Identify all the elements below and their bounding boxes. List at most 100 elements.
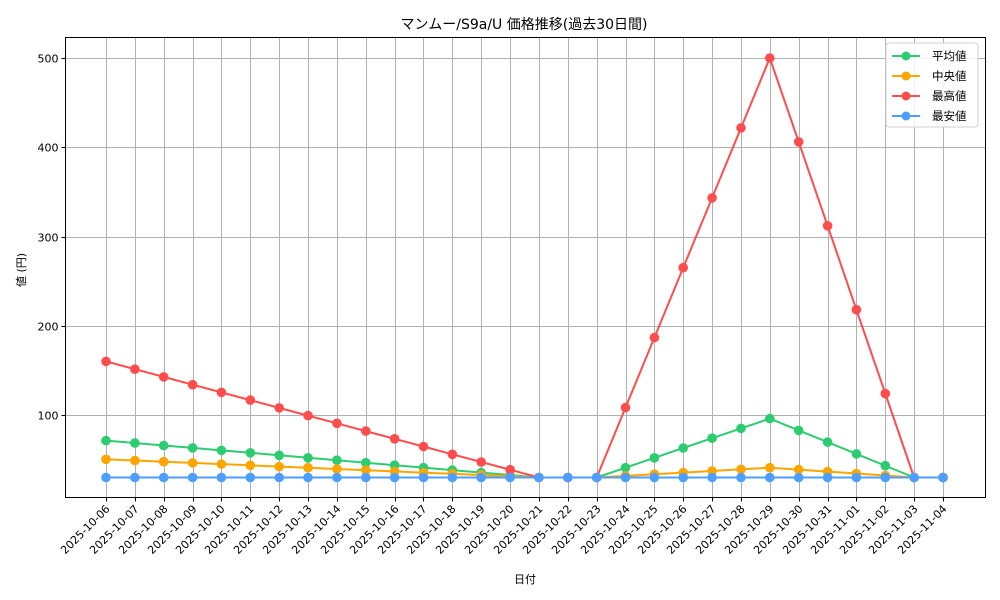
data-point-marker — [130, 364, 140, 375]
data-point-marker — [158, 372, 169, 382]
data-point-marker — [793, 425, 804, 436]
data-point-marker — [274, 461, 285, 472]
data-point-marker — [303, 462, 313, 473]
data-point-marker — [649, 472, 660, 483]
data-point-marker — [649, 453, 660, 463]
data-point-marker — [736, 423, 746, 434]
data-point-marker — [851, 304, 862, 315]
data-point-marker — [101, 435, 111, 446]
data-point-marker — [187, 379, 198, 390]
data-point-marker — [765, 413, 775, 424]
data-point-marker — [158, 456, 169, 467]
data-point-marker — [793, 137, 804, 147]
data-point-marker — [765, 53, 775, 63]
data-point-marker — [245, 460, 256, 471]
data-point-marker — [534, 472, 544, 483]
data-point-marker — [216, 459, 227, 469]
series-2 — [101, 53, 948, 483]
data-point-marker — [736, 464, 746, 475]
x-axis-label: 日付 — [514, 573, 536, 586]
data-point-marker — [447, 449, 458, 460]
data-point-marker — [591, 472, 602, 483]
legend-marker-icon — [901, 51, 911, 61]
data-point-marker — [447, 472, 458, 483]
data-point-marker — [216, 387, 227, 398]
data-point-marker — [678, 443, 688, 453]
data-point-marker — [332, 418, 342, 429]
data-point-marker — [187, 472, 198, 483]
legend-marker-icon — [901, 71, 911, 81]
data-point-marker — [101, 356, 111, 367]
data-point-marker — [274, 403, 285, 413]
data-point-marker — [130, 438, 140, 448]
data-point-marker — [101, 454, 111, 465]
data-point-marker — [361, 472, 371, 483]
data-point-marker — [245, 472, 256, 483]
data-point-marker — [389, 472, 400, 483]
data-point-marker — [822, 437, 833, 447]
y-tick-label: 100 — [38, 410, 59, 423]
data-point-marker — [678, 262, 688, 273]
data-point-marker — [851, 449, 862, 459]
legend-box — [885, 42, 979, 128]
chart-title: マンムー/S9a/U 価格推移(過去30日間) — [401, 17, 648, 33]
data-point-marker — [736, 472, 746, 483]
data-point-marker — [274, 472, 285, 483]
legend-marker-icon — [901, 111, 911, 121]
data-point-marker — [216, 472, 227, 483]
y-tick-label: 300 — [38, 232, 59, 245]
data-point-marker — [158, 472, 169, 483]
data-point-marker — [505, 472, 515, 483]
data-point-marker — [736, 123, 746, 133]
legend-item-max: 最高値 — [892, 89, 967, 103]
data-point-marker — [620, 462, 631, 473]
data-point-marker — [880, 388, 891, 399]
data-point-marker — [245, 448, 256, 458]
data-point-marker — [505, 464, 515, 475]
data-point-marker — [332, 472, 342, 483]
y-tick-label: 400 — [38, 142, 59, 155]
data-point-marker — [303, 472, 313, 483]
data-point-marker — [793, 464, 804, 475]
data-point-marker — [851, 472, 862, 483]
data-point-marker — [303, 453, 313, 463]
data-point-marker — [130, 455, 140, 466]
data-point-marker — [216, 445, 227, 456]
data-point-marker — [158, 440, 169, 451]
y-axis: 100 200 300 400 500 — [38, 53, 66, 423]
data-point-marker — [361, 426, 371, 436]
data-point-marker — [765, 472, 775, 483]
data-point-marker — [707, 193, 717, 203]
series-line — [105, 417, 943, 479]
data-point-marker — [880, 472, 891, 483]
plot-frame — [65, 37, 986, 498]
data-point-marker — [476, 457, 487, 467]
data-point-marker — [822, 472, 833, 483]
grid-lines — [65, 37, 986, 498]
data-point-marker — [620, 472, 631, 483]
data-point-marker — [101, 472, 111, 483]
data-series — [101, 53, 948, 483]
data-point-marker — [707, 472, 717, 483]
data-point-marker — [130, 472, 140, 483]
legend-item-average: 平均値 — [892, 49, 967, 63]
y-tick-label: 200 — [38, 321, 59, 334]
legend-label-median: 中央値 — [932, 69, 967, 83]
data-point-marker — [707, 433, 717, 444]
y-axis-label: 値 (円) — [15, 253, 28, 287]
data-point-marker — [880, 460, 891, 471]
series-3 — [101, 472, 948, 483]
legend-label-max: 最高値 — [932, 89, 967, 103]
x-axis: 2025-10-062025-10-072025-10-082025-10-09… — [58, 497, 950, 557]
legend: 平均値 中央値 最高値 最安値 — [885, 42, 979, 128]
data-point-marker — [303, 410, 313, 421]
data-point-marker — [274, 450, 285, 461]
series-line — [105, 57, 943, 479]
data-point-marker — [187, 458, 198, 468]
data-point-marker — [332, 455, 342, 466]
legend-marker-icon — [901, 91, 911, 101]
data-point-marker — [332, 464, 342, 474]
legend-item-min: 最安値 — [892, 109, 967, 123]
